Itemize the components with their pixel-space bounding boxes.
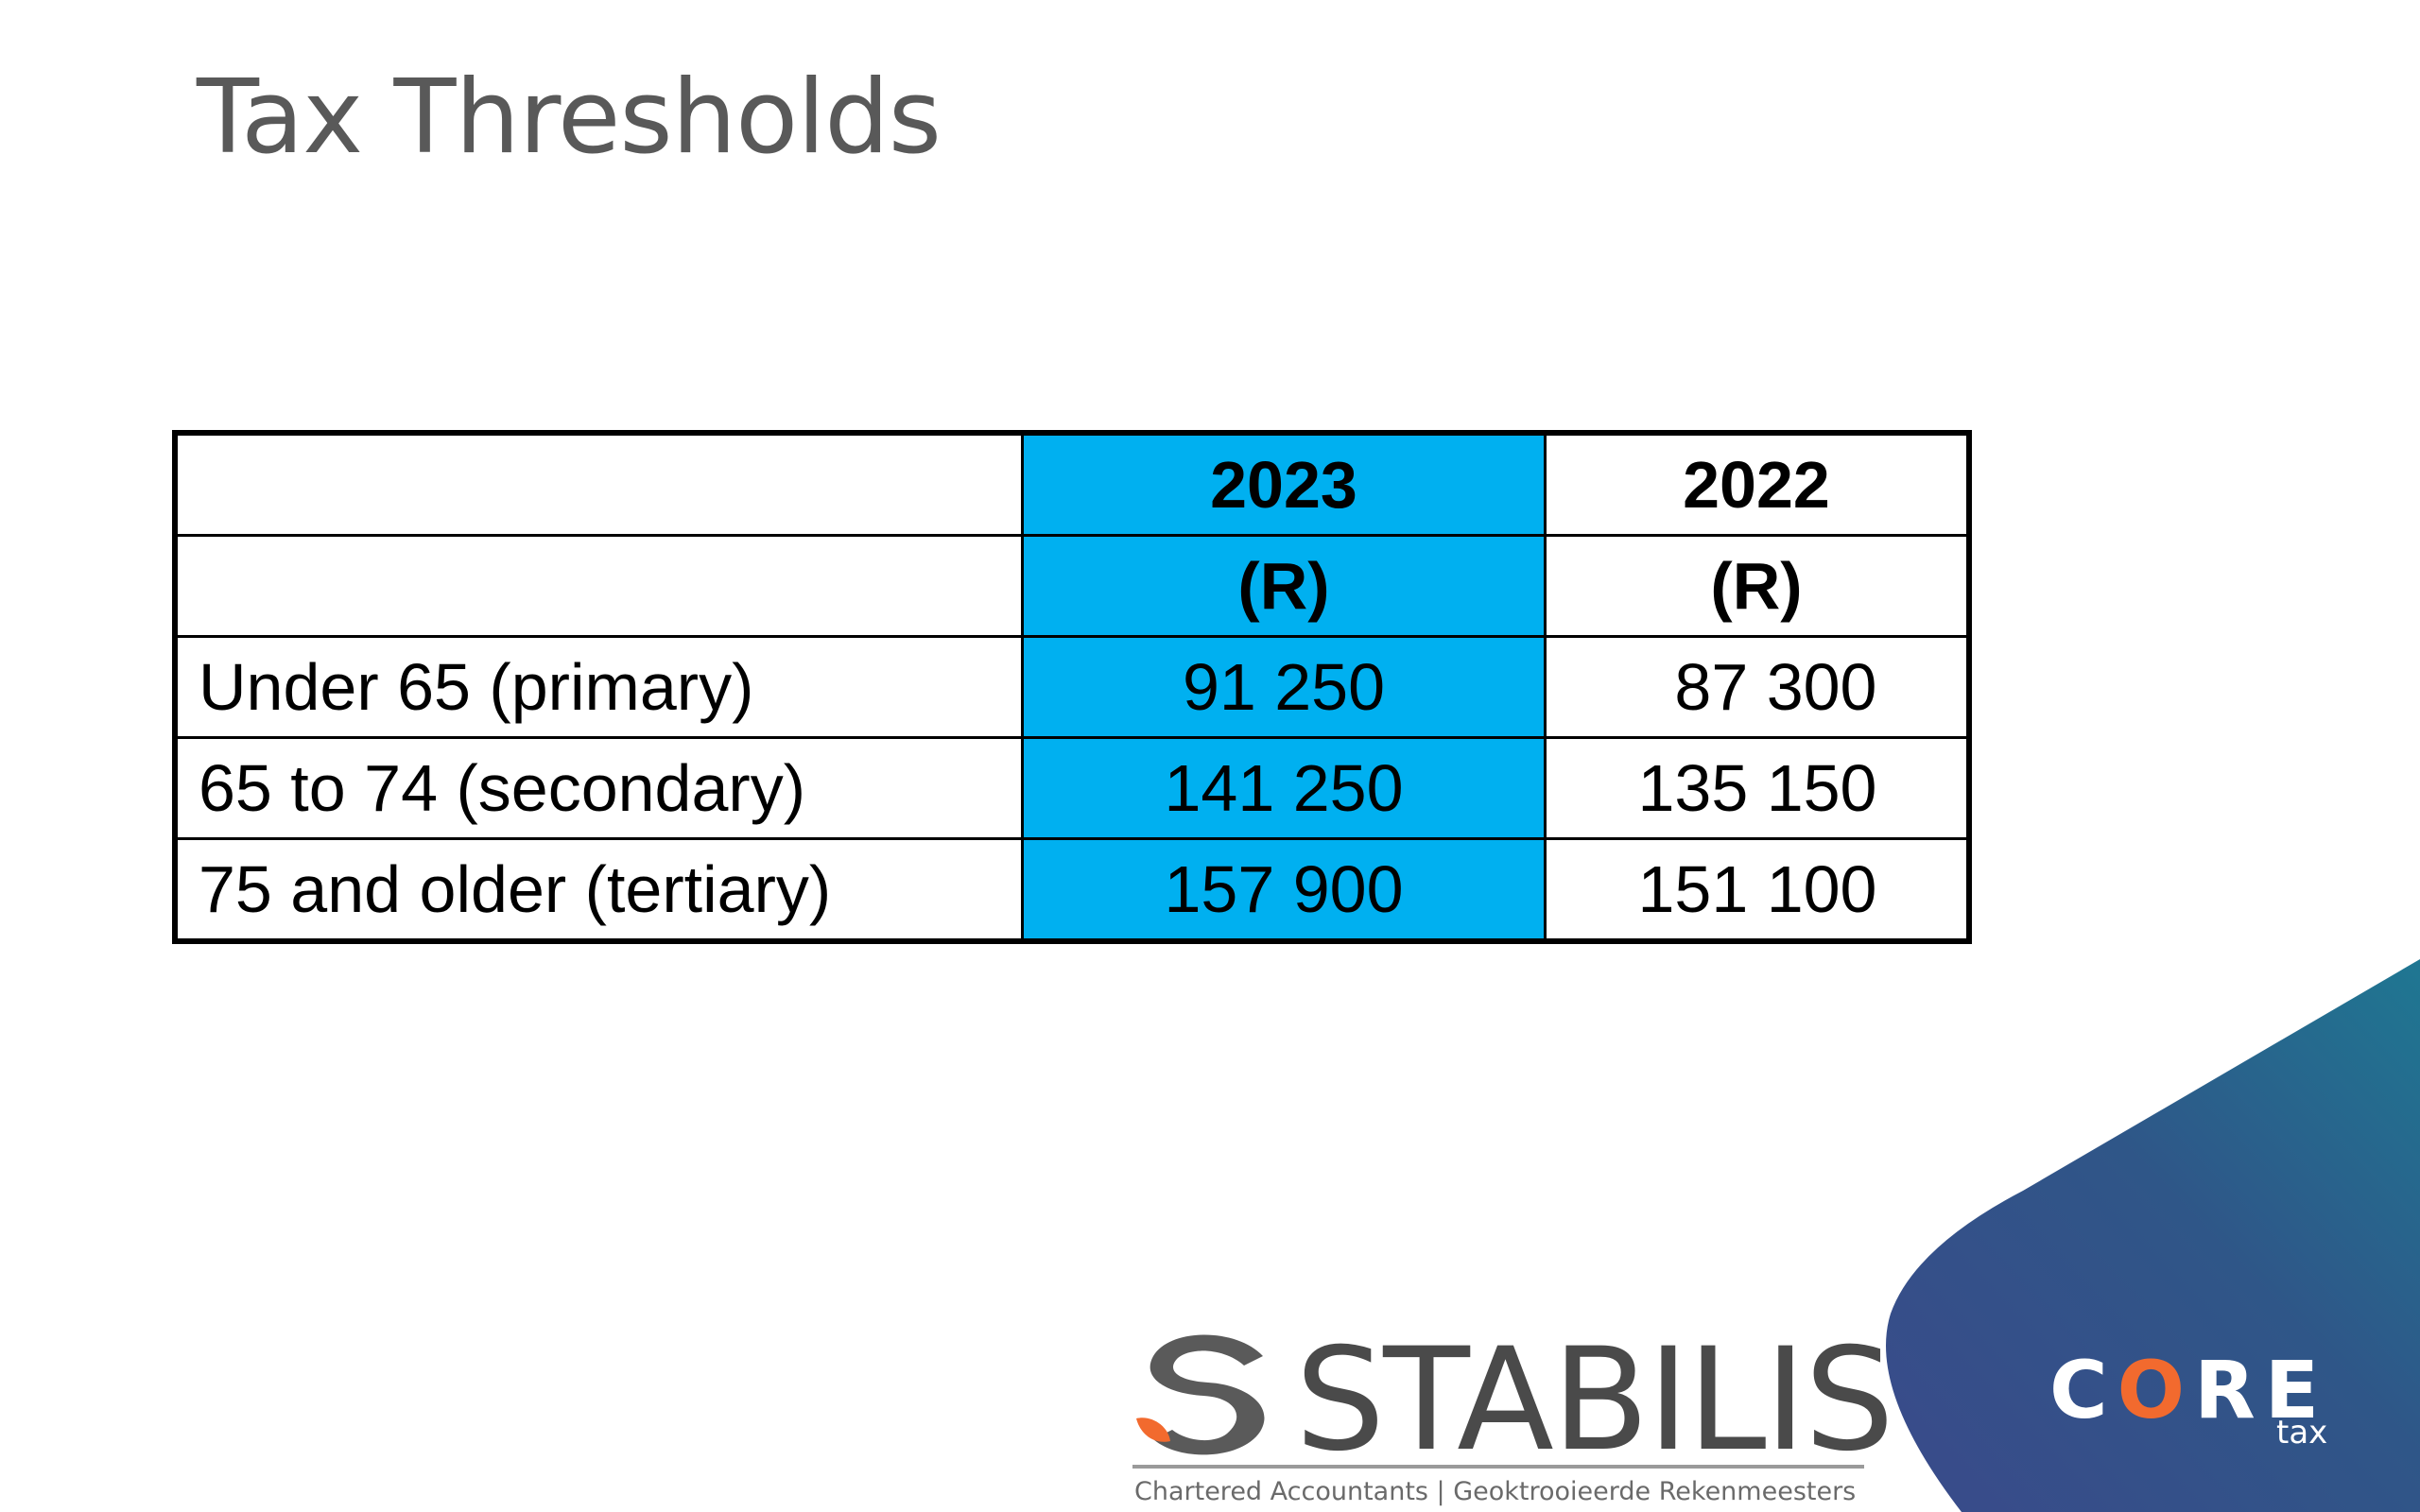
unit-2022-header: (R) (1544, 534, 1971, 638)
empty-header-cell (173, 431, 1024, 537)
stabilis-logo: STABILIS Chartered Accountants | Geoktro… (1132, 1318, 1894, 1512)
header-row-units: (R) (R) (173, 534, 1971, 638)
row-label: Under 65 (primary) (173, 635, 1024, 739)
table-row: 65 to 74 (secondary) 141 250 135 150 (173, 736, 1971, 840)
core-letter-c: C (2049, 1344, 2118, 1436)
value-2023: 91 250 (1021, 635, 1547, 739)
unit-2023-header: (R) (1021, 534, 1547, 638)
stabilis-tagline: Chartered Accountants | Geoktrooieerde R… (1134, 1477, 1857, 1506)
header-row-years: 2023 2022 (173, 431, 1971, 537)
core-letters-re: RE (2194, 1344, 2329, 1436)
table-row: Under 65 (primary) 91 250 87 300 (173, 635, 1971, 739)
value-2022-cell: 151 100 (1544, 837, 1971, 943)
empty-unit-cell (173, 534, 1024, 638)
value-2022-cell: 87 300 (1544, 635, 1971, 739)
table-row: 75 and older (tertiary) 157 900 151 100 (173, 837, 1971, 943)
value-2022: 87 300 (1674, 650, 1877, 724)
core-wave-shape (1886, 959, 2420, 1512)
value-2022: 151 100 (1637, 852, 1877, 926)
stabilis-wordmark: STABILIS (1295, 1318, 1894, 1483)
core-sub-label: tax (2276, 1414, 2328, 1452)
stabilis-divider (1132, 1465, 1864, 1469)
stabilis-swirl-icon (1136, 1334, 1265, 1455)
year-2023-header: 2023 (1021, 431, 1547, 537)
value-2023: 157 900 (1021, 837, 1547, 943)
year-2022-header: 2022 (1544, 431, 1971, 537)
value-2022-cell: 135 150 (1544, 736, 1971, 840)
row-label: 75 and older (tertiary) (173, 837, 1024, 943)
tax-thresholds-table: 2023 2022 (R) (R) Under 65 (primary) 91 … (172, 430, 1972, 944)
value-2023: 141 250 (1021, 736, 1547, 840)
value-2022: 135 150 (1637, 751, 1877, 825)
core-letter-o: O (2117, 1344, 2195, 1436)
slide-title: Tax Thresholds (197, 59, 942, 177)
row-label: 65 to 74 (secondary) (173, 736, 1024, 840)
core-logo-text: CORE (2049, 1344, 2328, 1436)
